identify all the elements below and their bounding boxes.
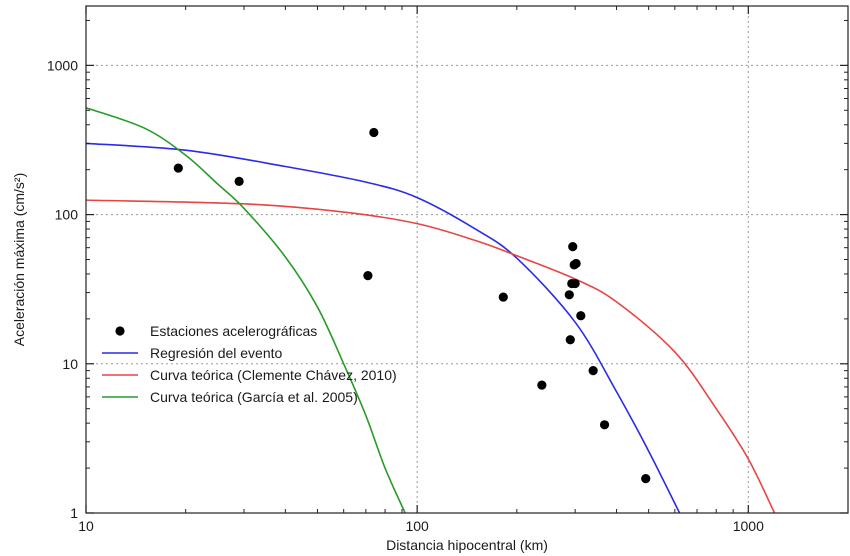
station-point — [641, 474, 651, 484]
station-point — [537, 380, 547, 390]
legend-label: Regresión del evento — [150, 345, 283, 361]
station-point — [369, 127, 379, 138]
x-axis-label: Distancia hipocentral (km) — [386, 537, 548, 553]
y-tick-label: 1 — [70, 505, 78, 521]
station-point — [363, 271, 373, 281]
x-tick-label: 1000 — [733, 518, 764, 534]
series-curve-2 — [86, 199, 776, 513]
point-layer — [173, 127, 651, 484]
legend-label: Curva teórica (García et al. 2005) — [150, 389, 358, 405]
station-point — [599, 420, 610, 430]
station-point — [568, 242, 578, 252]
station-point — [588, 366, 598, 376]
y-axis-label: Aceleración máxima (cm/s²) — [11, 173, 27, 346]
grid-layer — [86, 6, 848, 513]
series-curve-3 — [86, 106, 406, 513]
station-point — [173, 163, 183, 173]
series-curve-1 — [86, 142, 681, 513]
plot-frame — [85, 5, 849, 514]
station-point — [565, 335, 575, 345]
x-tick-label: 10 — [78, 518, 94, 534]
station-point — [234, 176, 244, 186]
x-tick-label: 100 — [405, 518, 429, 534]
station-point — [571, 258, 581, 269]
station-point — [498, 292, 508, 302]
legend-label: Estaciones acelerográficas — [150, 323, 317, 339]
station-point — [576, 311, 586, 321]
y-tick-label: 1000 — [47, 57, 78, 73]
legend: Estaciones acelerográficas Regresión del … — [102, 323, 397, 405]
curve-layer — [86, 106, 776, 513]
station-point — [570, 278, 580, 289]
y-tick-label: 100 — [55, 207, 79, 223]
y-tick-label: 10 — [62, 356, 78, 372]
station-point — [564, 290, 574, 300]
legend-label: Curva teórica (Clemente Chávez, 2010) — [150, 367, 397, 383]
legend-marker — [115, 326, 125, 336]
